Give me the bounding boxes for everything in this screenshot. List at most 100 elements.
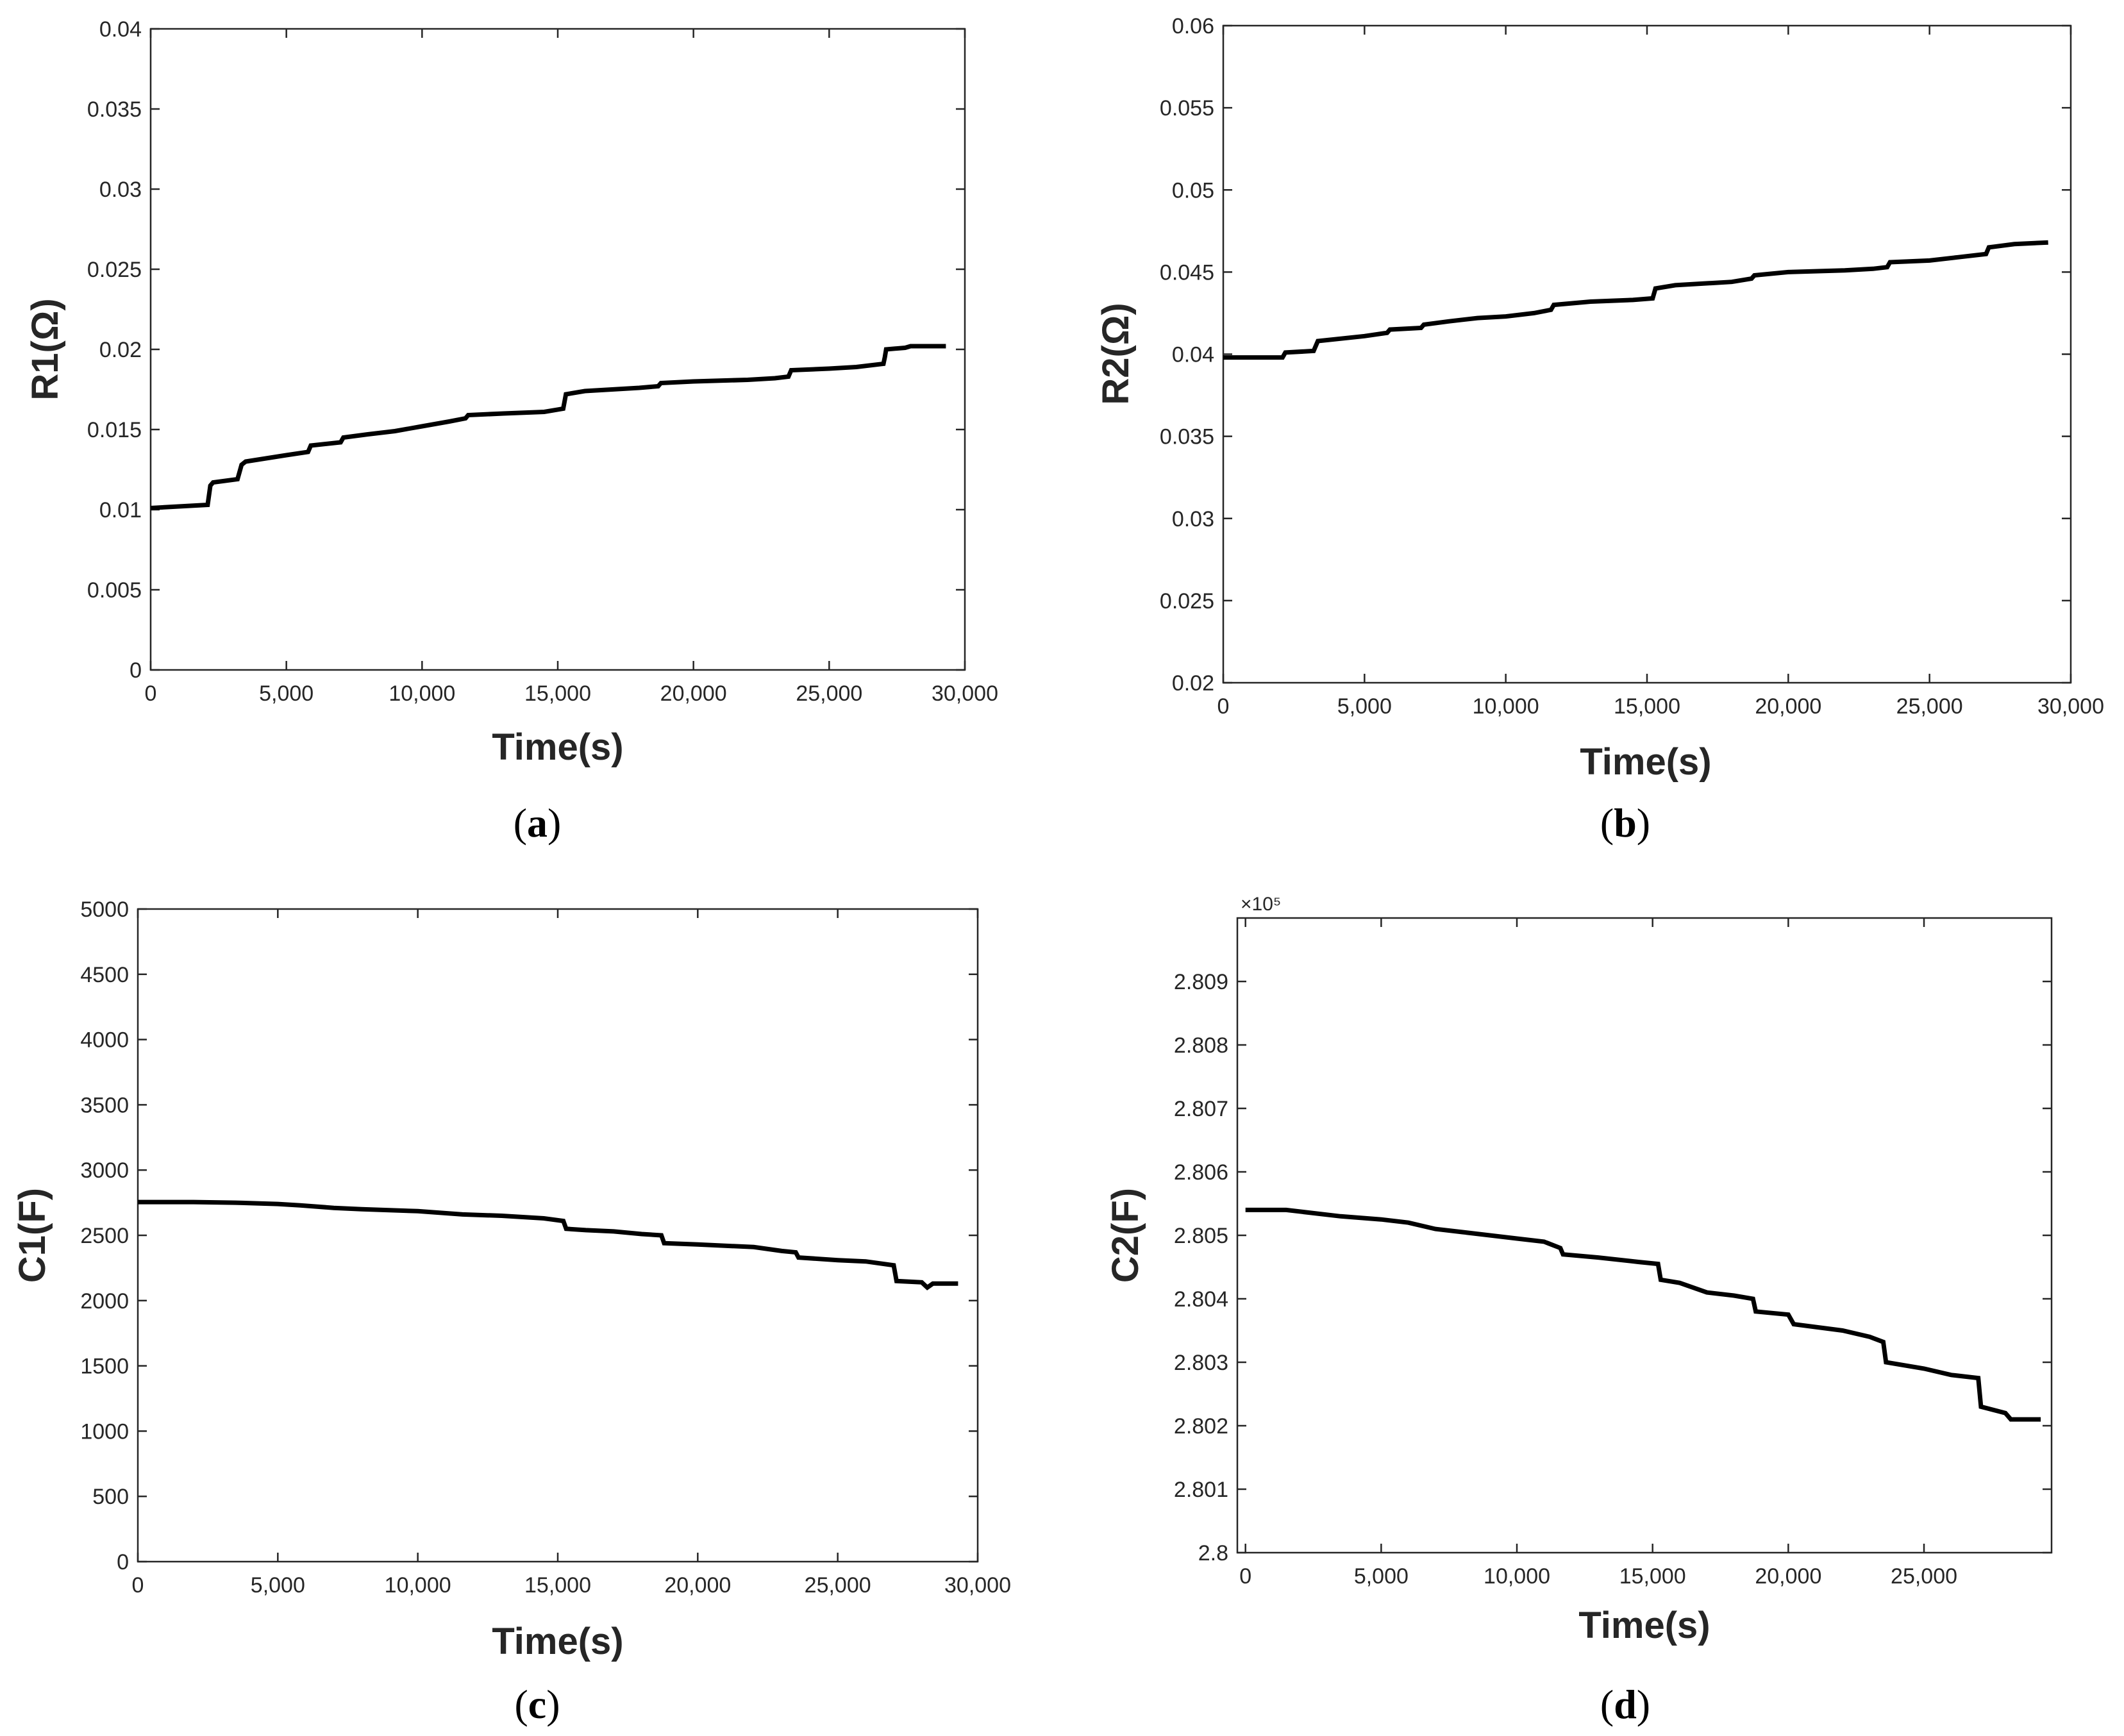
panel-caption-b: (b): [1600, 800, 1650, 846]
r2-line: [1223, 240, 2048, 360]
x-tick-label: 0: [1217, 694, 1230, 719]
exponent-label-d: ×10⁵: [1241, 894, 1281, 915]
y-tick-label: 0.02: [99, 338, 142, 362]
x-tick-label: 10,000: [1473, 694, 1539, 719]
y-tick-label: 2000: [80, 1289, 129, 1314]
x-tick-label: 0: [1239, 1564, 1251, 1589]
y-tick-label: 0.03: [99, 178, 142, 202]
y-tick-label: 2.802: [1174, 1414, 1228, 1439]
panel-caption-d: (d): [1600, 1682, 1650, 1727]
y-tick-label: 2500: [80, 1224, 129, 1248]
x-axis-label-b: Time(s): [1580, 741, 1711, 783]
y-tick-label: 0: [130, 658, 142, 683]
y-tick-label: 0.01: [99, 498, 142, 522]
panel-caption-a: (a): [514, 800, 562, 846]
x-tick-label: 5,000: [251, 1573, 305, 1598]
x-tick-label: 0: [145, 681, 157, 706]
y-tick-label: 0.015: [87, 418, 142, 442]
x-tick-label: 25,000: [805, 1573, 871, 1598]
y-tick-label: 0.025: [87, 258, 142, 282]
plot-frame-a: [149, 28, 966, 671]
x-tick-label: 25,000: [1896, 694, 1963, 719]
x-ticks-b: 0 5,000 10,000 15,000 20,000 25,000 30,000: [1217, 26, 2104, 719]
y-tick-label: 2.8: [1198, 1541, 1228, 1565]
plot-frame-c: [137, 908, 979, 1563]
y-tick-label: 0.02: [1172, 671, 1214, 696]
x-tick-label: 15,000: [524, 1573, 591, 1598]
y-tick-label: 0.005: [87, 578, 142, 603]
y-tick-label: 0: [117, 1550, 129, 1574]
x-tick-label: 5,000: [259, 681, 314, 706]
y-ticks-d: 2.8 2.801 2.802 2.803 2.804 2.805 2.806 2.807 2.…: [1174, 970, 2052, 1565]
x-tick-label: 20,000: [664, 1573, 731, 1598]
panel-b: 0 5,000 10,000 15,000 20,000 25,000 30,000 0.0…: [1095, 14, 2104, 846]
x-tick-label: 15,000: [524, 681, 591, 706]
x-tick-label: 10,000: [385, 1573, 451, 1598]
x-tick-label: 20,000: [1755, 1564, 1821, 1589]
x-tick-label: 30,000: [944, 1573, 1011, 1598]
y-tick-label: 4000: [80, 1028, 129, 1053]
y-tick-label: 0.04: [99, 17, 142, 42]
y-tick-label: 2.804: [1174, 1287, 1228, 1312]
y-tick-label: 0.055: [1160, 96, 1214, 121]
y-tick-label: 2.806: [1174, 1160, 1228, 1185]
x-ticks-c: 0 5,000 10,000 15,000 20,000 25,000 30,000: [132, 909, 1011, 1598]
y-axis-label-c: C1(F): [12, 1188, 53, 1283]
y-tick-label: 500: [92, 1485, 129, 1509]
x-ticks-a: 0 5,000 10,000 15,000 20,000 25,000 30,000: [145, 29, 998, 706]
y-tick-label: 2.801: [1174, 1478, 1228, 1502]
x-tick-label: 0: [132, 1573, 144, 1598]
y-tick-label: 1500: [80, 1355, 129, 1379]
y-tick-label: 0.03: [1172, 507, 1214, 531]
panel-d: 0 5,000 10,000 15,000 20,000 25,000 2.82.8012…: [1105, 894, 2053, 1727]
y-tick-label: 2.808: [1174, 1033, 1228, 1058]
y-tick-label: 2.805: [1174, 1224, 1228, 1248]
y-tick-label: 0.045: [1160, 260, 1214, 285]
c1-line: [138, 1199, 958, 1290]
x-ticks-d: 0 5,000 10,000 15,000 20,000 25,000: [1239, 918, 1957, 1589]
x-tick-label: 20,000: [1755, 694, 1821, 719]
y-axis-label-d: C2(F): [1105, 1188, 1146, 1283]
panel-c: 0 5,000 10,000 15,000 20,000 25,000 30,000 0 50…: [12, 897, 1011, 1727]
r1-line: [150, 344, 946, 510]
x-tick-label: 15,000: [1619, 1564, 1686, 1589]
plot-frame-b: [1222, 24, 2072, 684]
x-tick-label: 10,000: [1484, 1564, 1550, 1589]
x-tick-label: 10,000: [389, 681, 455, 706]
y-tick-label: 0.025: [1160, 589, 1214, 613]
c2-line: [1245, 1207, 2041, 1422]
panel-caption-c: (c): [514, 1682, 560, 1727]
plot-frame-d: [1236, 917, 2053, 1554]
y-tick-label: 0.06: [1172, 14, 1214, 38]
y-tick-label: 4500: [80, 963, 129, 987]
x-tick-label: 25,000: [796, 681, 862, 706]
y-tick-label: 5000: [80, 897, 129, 922]
y-tick-label: 0.035: [87, 97, 142, 122]
y-ticks-b: 0.02 0.025 0.03 0.035 0.04 0.045 0.05 0.055 0.06: [1160, 14, 2071, 696]
y-tick-label: 3000: [80, 1158, 129, 1183]
y-ticks-c: 0 500 1000 1500 2000 2500 3000 3500 4000 4500 5000: [80, 897, 978, 1574]
y-tick-label: 2.809: [1174, 970, 1228, 994]
x-tick-label: 20,000: [660, 681, 727, 706]
x-tick-label: 30,000: [2037, 694, 2104, 719]
x-tick-label: 30,000: [932, 681, 998, 706]
y-tick-label: 1000: [80, 1419, 129, 1444]
y-tick-label: 2.807: [1174, 1097, 1228, 1121]
panel-a: 0 5,000 10,000 15,000 20,000 25,000 30,000 0 0.…: [24, 17, 998, 846]
y-tick-label: 0.035: [1160, 425, 1214, 449]
y-tick-label: 3500: [80, 1093, 129, 1117]
y-tick-label: 0.05: [1172, 178, 1214, 203]
x-axis-label-d: Time(s): [1578, 1605, 1710, 1646]
x-tick-label: 5,000: [1337, 694, 1392, 719]
x-tick-label: 15,000: [1614, 694, 1680, 719]
y-axis-label-a: R1(Ω): [24, 298, 66, 400]
x-axis-label-a: Time(s): [492, 726, 623, 768]
y-tick-label: 0.04: [1172, 343, 1214, 367]
x-tick-label: 5,000: [1354, 1564, 1409, 1589]
y-ticks-a: 0 0.005 0.01 0.015 0.02 0.025 0.03 0.035 0.04: [87, 17, 965, 683]
x-tick-label: 25,000: [1891, 1564, 1957, 1589]
x-axis-label-c: Time(s): [492, 1621, 623, 1662]
y-tick-label: 2.803: [1174, 1351, 1228, 1375]
y-axis-label-b: R2(Ω): [1095, 303, 1137, 405]
